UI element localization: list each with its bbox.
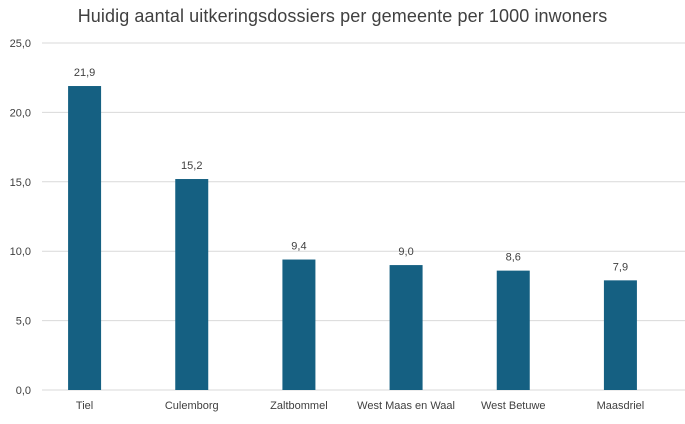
bar-3 bbox=[389, 265, 423, 390]
bar-0 bbox=[68, 86, 102, 390]
category-label-1: Culemborg bbox=[165, 400, 219, 412]
y-tick-label-1: 5,0 bbox=[16, 316, 31, 328]
data-label-0: 21,9 bbox=[74, 67, 95, 79]
category-label-4: West Betuwe bbox=[481, 400, 546, 412]
bar-5 bbox=[603, 280, 637, 390]
category-label-3: West Maas en Waal bbox=[357, 400, 455, 412]
category-label-5: Maasdriel bbox=[597, 400, 645, 412]
data-label-4: 8,6 bbox=[506, 252, 521, 264]
y-tick-label-4: 20,0 bbox=[10, 107, 31, 119]
data-label-1: 15,2 bbox=[181, 160, 202, 172]
data-label-2: 9,4 bbox=[291, 241, 306, 253]
bar-1 bbox=[175, 179, 209, 390]
y-tick-label-3: 15,0 bbox=[10, 177, 31, 189]
chart-title: Huidig aantal uitkeringsdossiers per gem… bbox=[77, 6, 608, 26]
bar-2 bbox=[282, 259, 316, 390]
y-tick-label-0: 0,0 bbox=[16, 385, 31, 397]
category-label-2: Zaltbommel bbox=[270, 400, 327, 412]
y-tick-label-5: 25,0 bbox=[10, 38, 31, 50]
data-label-3: 9,0 bbox=[398, 246, 413, 258]
category-label-0: Tiel bbox=[76, 400, 93, 412]
data-label-5: 7,9 bbox=[613, 261, 628, 273]
y-tick-label-2: 10,0 bbox=[10, 246, 31, 258]
bar-4 bbox=[496, 270, 530, 390]
